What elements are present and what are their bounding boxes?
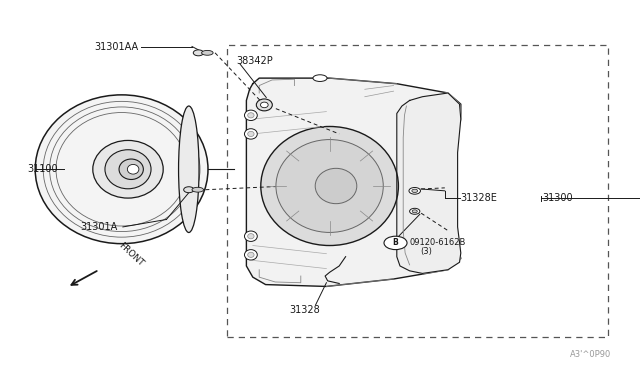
Ellipse shape — [192, 187, 204, 192]
Text: B: B — [393, 238, 398, 247]
Ellipse shape — [412, 189, 418, 193]
Text: A3'^0P90: A3'^0P90 — [570, 350, 611, 359]
Polygon shape — [246, 78, 461, 286]
Ellipse shape — [410, 208, 420, 214]
Text: FRONT: FRONT — [117, 240, 145, 268]
Ellipse shape — [184, 187, 194, 193]
Ellipse shape — [127, 164, 139, 174]
Circle shape — [384, 236, 407, 250]
Text: (3): (3) — [420, 247, 432, 256]
Ellipse shape — [412, 210, 417, 213]
Ellipse shape — [244, 231, 257, 241]
Ellipse shape — [248, 234, 254, 239]
Ellipse shape — [35, 95, 208, 244]
Ellipse shape — [256, 99, 273, 111]
Text: 31301A: 31301A — [80, 222, 117, 232]
Ellipse shape — [202, 50, 213, 55]
Ellipse shape — [193, 50, 204, 56]
Text: 31328: 31328 — [289, 305, 320, 315]
Ellipse shape — [313, 75, 327, 81]
Ellipse shape — [179, 106, 199, 232]
Ellipse shape — [260, 102, 268, 108]
Ellipse shape — [93, 140, 163, 198]
Text: 38342P: 38342P — [237, 57, 273, 66]
Ellipse shape — [105, 150, 151, 189]
Ellipse shape — [119, 159, 143, 179]
Text: 31100: 31100 — [27, 164, 58, 174]
Ellipse shape — [276, 140, 383, 232]
Ellipse shape — [248, 252, 254, 257]
Ellipse shape — [409, 187, 420, 194]
Text: 31328E: 31328E — [461, 193, 498, 203]
Bar — [227, 45, 608, 337]
Ellipse shape — [248, 131, 254, 137]
Polygon shape — [397, 93, 461, 273]
Text: 31301AA: 31301AA — [95, 42, 139, 51]
Ellipse shape — [244, 110, 257, 121]
Ellipse shape — [244, 129, 257, 139]
Ellipse shape — [261, 126, 398, 246]
Ellipse shape — [248, 113, 254, 118]
Ellipse shape — [315, 168, 357, 204]
Text: 09120-6162B: 09120-6162B — [410, 238, 466, 247]
Ellipse shape — [244, 250, 257, 260]
Text: 31300: 31300 — [543, 193, 573, 203]
